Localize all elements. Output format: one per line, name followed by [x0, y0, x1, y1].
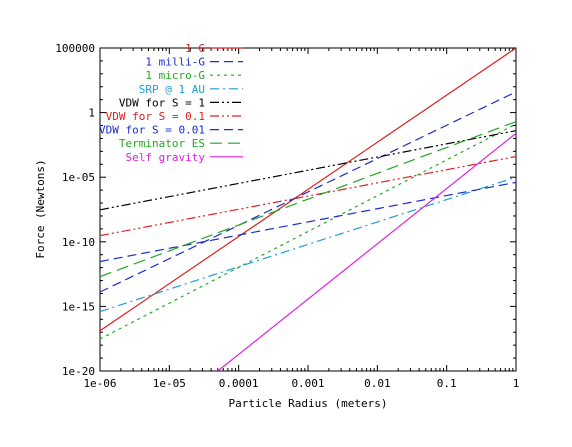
- series-line-9: [217, 132, 516, 371]
- legend-label-7: VDW for S = 0.01: [99, 124, 205, 137]
- series-line-6: [100, 155, 516, 237]
- y-tick-label: 100000: [55, 42, 95, 55]
- x-axis-label: Particle Radius (meters): [229, 397, 388, 410]
- series-line-7: [100, 181, 516, 263]
- y-tick-label: 1e-20: [62, 365, 95, 378]
- x-tick-label: 0.001: [291, 377, 324, 390]
- y-tick-label: 1e-10: [62, 236, 95, 249]
- x-tick-label: 0.01: [364, 377, 391, 390]
- legend-label-8: Terminator ES: [119, 137, 205, 150]
- legend-label-6: VDW for S = 0.1: [106, 110, 205, 123]
- series-line-1: [100, 48, 516, 332]
- legend-label-9: Self gravity: [126, 151, 206, 164]
- legend-label-4: SRP @ 1 AU: [139, 83, 205, 96]
- y-tick-label: 1e-15: [62, 300, 95, 313]
- series-line-5: [100, 130, 516, 211]
- x-tick-label: 0.1: [437, 377, 457, 390]
- series-line-8: [100, 121, 516, 278]
- x-tick-label: 1: [513, 377, 520, 390]
- y-tick-label: 1: [88, 107, 95, 120]
- x-tick-label: 0.0001: [219, 377, 259, 390]
- x-tick-label: 1e-05: [153, 377, 186, 390]
- legend-label-1: 1 G: [185, 42, 205, 55]
- y-axis-label: Force (Newtons): [34, 159, 47, 258]
- legend-label-5: VDW for S = 1: [119, 96, 205, 109]
- series-line-4: [100, 176, 516, 313]
- x-tick-label: 1e-06: [83, 377, 116, 390]
- legend-label-3: 1 micro-G: [145, 69, 205, 82]
- y-tick-label: 1e-05: [62, 171, 95, 184]
- y-axis: 1e-20 1e-15 1e-10 1e-05 1 100000: [55, 42, 516, 378]
- series-lines: [100, 48, 516, 371]
- legend-label-2: 1 milli-G: [145, 56, 205, 69]
- series-line-3: [100, 123, 516, 340]
- series-line-2: [100, 91, 516, 293]
